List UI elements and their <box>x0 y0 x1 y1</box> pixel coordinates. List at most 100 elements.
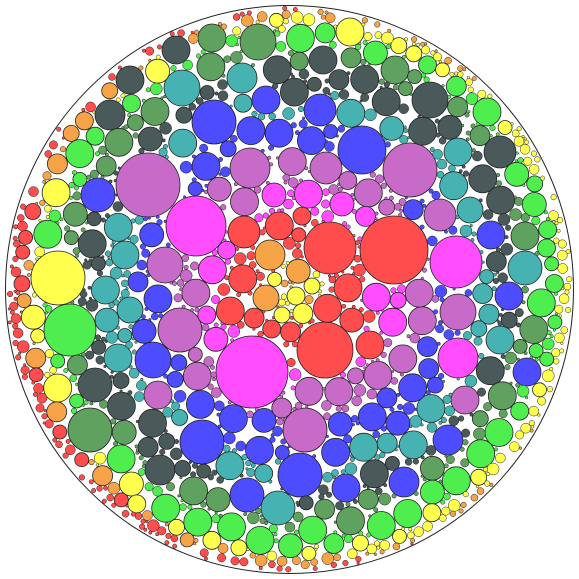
blue-circle <box>144 307 149 311</box>
red-circle <box>217 553 227 563</box>
yellow-circle <box>335 17 365 47</box>
yellow-circle <box>280 263 286 269</box>
darkslate-circle <box>408 116 438 146</box>
yellow-circle <box>413 526 424 537</box>
orchid-circle <box>294 376 324 406</box>
green-circle <box>237 36 241 40</box>
darkslate-circle <box>437 114 463 140</box>
teal-circle <box>250 463 256 468</box>
orchid-circle <box>431 295 440 303</box>
yellow-circle <box>470 468 488 486</box>
yellow-circle <box>21 304 46 330</box>
darkslate-circle <box>298 68 310 80</box>
orchid-circle <box>321 400 332 411</box>
fern-circle <box>264 521 269 526</box>
green-circle <box>182 59 193 71</box>
fern-circle <box>62 201 88 227</box>
fern-circle <box>89 401 94 406</box>
orange-circle <box>449 510 456 517</box>
darkslate-circle <box>498 312 503 317</box>
fern-circle <box>287 50 294 57</box>
darkslate-circle <box>504 235 509 240</box>
fern-circle <box>259 514 263 518</box>
red-circle <box>103 485 109 491</box>
orange-circle <box>256 11 268 22</box>
red-circle <box>18 351 22 355</box>
red-circle <box>341 270 345 274</box>
fern-circle <box>422 477 427 482</box>
orange-circle <box>291 281 295 285</box>
darkslate-circle <box>505 224 512 231</box>
blue-circle <box>143 284 173 314</box>
red-circle <box>230 556 240 566</box>
fern-circle <box>207 507 211 511</box>
red-circle <box>143 527 148 532</box>
teal-circle <box>125 287 129 291</box>
darkslate-circle <box>88 296 92 300</box>
orange-circle <box>333 553 341 562</box>
magenta-circle <box>322 188 330 196</box>
darkslate-circle <box>110 370 114 374</box>
green-circle <box>554 312 559 316</box>
magenta-circle <box>397 284 406 294</box>
yellow-circle <box>561 287 565 291</box>
green-circle <box>521 192 547 217</box>
fern-circle <box>409 92 413 96</box>
magenta-circle <box>329 191 355 217</box>
teal-circle <box>128 367 140 379</box>
darkslate-circle <box>113 179 117 183</box>
teal-circle <box>233 93 253 113</box>
orchid-circle <box>230 187 259 217</box>
red-circle <box>12 323 19 330</box>
red-circle <box>362 310 376 323</box>
fern-circle <box>360 59 367 66</box>
fern-circle <box>98 145 108 155</box>
red-circle <box>65 444 76 456</box>
orange-circle <box>320 14 326 20</box>
teal-circle <box>127 237 131 241</box>
blue-circle <box>388 466 420 498</box>
red-circle <box>147 519 160 532</box>
orange-circle <box>62 124 80 142</box>
yellow-circle <box>373 540 381 547</box>
teal-circle <box>297 105 305 113</box>
orange-circle <box>411 36 418 43</box>
darkslate-circle <box>360 92 370 102</box>
red-circle <box>264 211 294 241</box>
orange-circle <box>46 401 68 423</box>
darkslate-circle <box>82 260 92 270</box>
red-circle <box>15 354 22 361</box>
magenta-circle <box>203 326 229 352</box>
red-circle <box>359 215 429 285</box>
red-circle <box>141 48 146 53</box>
blue-circle <box>251 85 281 115</box>
blue-circle <box>444 229 448 234</box>
darkslate-circle <box>112 372 130 390</box>
yellow-circle <box>267 271 283 287</box>
blue-circle <box>464 289 473 297</box>
green-circle <box>552 328 556 332</box>
darkslate-circle <box>308 45 338 75</box>
teal-circle <box>120 289 130 299</box>
red-circle <box>13 239 21 248</box>
blue-circle <box>372 430 380 438</box>
red-circle <box>292 206 312 226</box>
yellow-circle <box>404 37 408 42</box>
red-circle <box>247 290 253 296</box>
blue-circle <box>229 477 265 513</box>
red-circle <box>283 237 296 250</box>
darkslate-circle <box>144 454 176 486</box>
green-circle <box>495 132 500 137</box>
orange-circle <box>75 111 94 131</box>
teal-circle <box>133 391 145 402</box>
teal-circle <box>257 112 266 121</box>
orange-circle <box>292 556 301 565</box>
red-circle <box>20 203 27 210</box>
orange-circle <box>26 272 31 277</box>
darkslate-circle <box>211 469 218 476</box>
orchid-circle <box>210 364 215 370</box>
fern-circle <box>464 112 470 118</box>
red-circle <box>303 224 307 228</box>
darkslate-circle <box>500 354 506 359</box>
yellow-circle <box>534 156 541 163</box>
